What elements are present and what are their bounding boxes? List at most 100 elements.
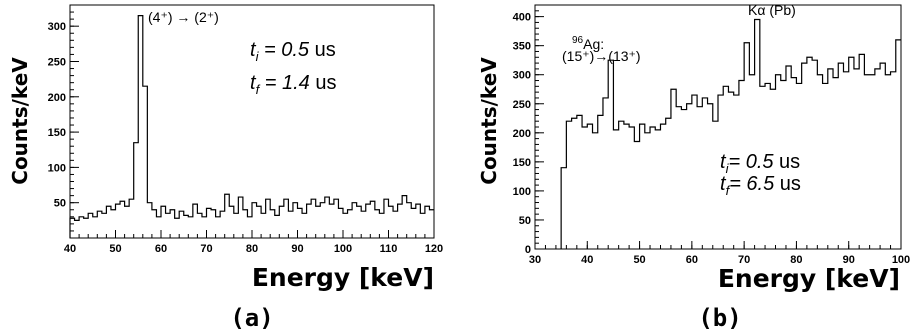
a-bin	[329, 204, 334, 238]
a-bin	[79, 217, 84, 238]
b-bin	[608, 60, 613, 249]
a-bin	[311, 199, 316, 238]
a-bin	[129, 199, 134, 238]
a-bin	[393, 211, 398, 238]
b-bin	[624, 124, 629, 249]
b-bin	[880, 63, 885, 249]
a-bin	[325, 197, 330, 238]
a-bin	[316, 206, 321, 238]
panel-a-ti-label: ti = 0.5 us	[250, 39, 336, 64]
panel-b-transition-label: (15⁺)→(13⁺)	[562, 48, 641, 64]
a-bin	[270, 210, 275, 238]
a-bin	[425, 206, 430, 238]
a-bin	[147, 203, 152, 238]
b-bin	[566, 121, 571, 249]
a-bin	[202, 217, 207, 238]
a-bin	[302, 213, 307, 238]
b-xtick-label: 50	[633, 254, 645, 266]
b-bin	[828, 69, 833, 249]
a-bin	[379, 213, 384, 238]
b-bin	[587, 124, 592, 249]
b-ytick-label: 400	[513, 12, 531, 24]
a-xtick-label: 90	[291, 243, 303, 255]
a-bin	[389, 206, 394, 238]
a-bin	[156, 217, 161, 238]
panel-b-caption: (b)	[698, 304, 741, 332]
a-bin	[197, 213, 202, 238]
b-bin	[619, 121, 624, 249]
a-bin	[97, 211, 102, 238]
b-bin	[629, 127, 634, 249]
b-bin	[666, 118, 671, 249]
a-bin	[279, 206, 284, 238]
a-bin	[288, 211, 293, 238]
b-bin	[875, 69, 880, 249]
b-bin	[817, 75, 822, 249]
a-bin	[207, 208, 212, 238]
b-bin	[823, 83, 828, 249]
a-bin	[125, 206, 130, 238]
b-bin	[603, 98, 608, 249]
b-xtick-label: 90	[843, 254, 855, 266]
a-xtick-label: 40	[64, 243, 76, 255]
a-xtick-label: 110	[380, 243, 398, 255]
panel-b-ylabel: Counts/keV	[477, 57, 501, 185]
a-bin	[70, 218, 75, 238]
a-ytick-label: 100	[48, 162, 66, 174]
b-bin	[802, 63, 807, 249]
b-bin	[864, 75, 869, 249]
b-bin	[812, 60, 817, 249]
a-bin	[179, 211, 184, 238]
b-xtick-label: 80	[790, 254, 802, 266]
b-bin	[676, 107, 681, 249]
panel-b-chart: 30 40 50 60 70 80 90 100 0 50 100 150 200 250 300 350 40…	[477, 2, 910, 332]
b-ytick-label: 250	[513, 99, 531, 111]
a-bin	[134, 143, 139, 238]
b-bin	[744, 43, 749, 249]
b-bin	[598, 115, 603, 249]
panel-b-histogram-line	[560, 18, 901, 249]
a-bin	[152, 210, 157, 238]
a-bin	[93, 217, 98, 238]
a-ytick-label: 150	[48, 127, 66, 139]
b-bin	[843, 72, 848, 249]
a-bin	[284, 199, 289, 238]
b-bin	[859, 54, 864, 249]
panel-b-tf-label: tf= 6.5 us	[720, 173, 801, 198]
b-bin	[593, 133, 598, 249]
a-bin	[398, 204, 403, 238]
a-bin	[138, 16, 143, 238]
b-bin	[849, 57, 854, 249]
a-bin	[407, 203, 412, 238]
a-bin	[298, 208, 303, 238]
a-bin	[343, 213, 348, 238]
a-bin	[220, 211, 225, 238]
b-ytick-label: 150	[513, 157, 531, 169]
panel-b-frame	[534, 4, 902, 250]
panel-a-transition-label: (4⁺) → (2⁺)	[148, 9, 219, 25]
a-bin	[84, 218, 89, 238]
a-ytick-label: 300	[48, 21, 66, 33]
panel-a-histogram-line	[69, 14, 434, 238]
b-bin	[681, 110, 686, 249]
a-ytick-label: 200	[48, 92, 66, 104]
a-bin	[216, 217, 221, 238]
b-xtick-label: 60	[686, 254, 698, 266]
a-bin	[257, 206, 262, 238]
b-bin	[613, 130, 618, 249]
panel-a-ylabel: Counts/keV	[8, 57, 32, 185]
b-bin	[702, 98, 707, 249]
b-bin	[833, 78, 838, 249]
a-bin	[275, 215, 280, 238]
a-bin	[338, 208, 343, 238]
b-ytick-label: 100	[513, 186, 531, 198]
a-bin	[238, 197, 243, 238]
a-ytick-label: 50	[54, 198, 66, 210]
a-bin	[116, 204, 121, 238]
a-bin	[193, 204, 198, 238]
a-bin	[229, 206, 234, 238]
a-bin	[429, 210, 434, 238]
a-bin	[266, 199, 271, 238]
panel-b-ag-label: 96Ag:	[572, 35, 604, 52]
b-bin	[697, 107, 702, 249]
